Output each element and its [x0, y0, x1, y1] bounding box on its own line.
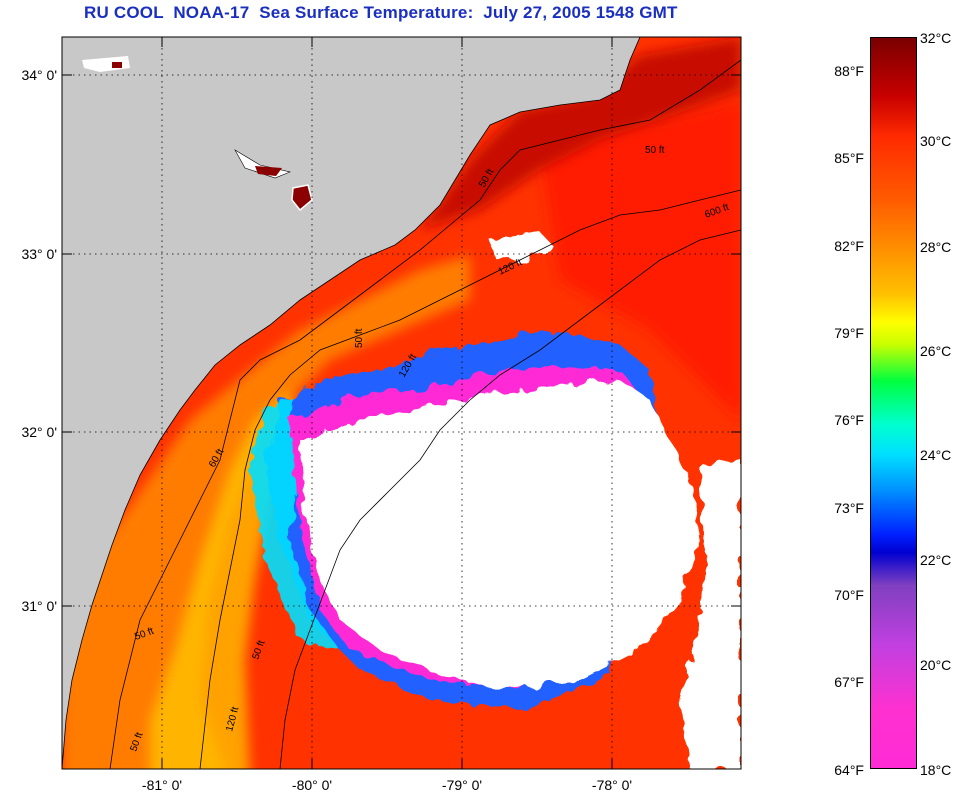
cool-ring-cyan [250, 395, 340, 650]
lat-label: 34° 0' [21, 67, 57, 83]
lon-label: -79° 0' [442, 777, 482, 793]
cloud-east [680, 460, 741, 769]
temperature-colorbar [870, 37, 917, 769]
depth-contours [109, 59, 741, 769]
celsius-label: 26°C [920, 343, 952, 359]
fahrenheit-label: 82°F [834, 238, 864, 254]
celsius-label: 20°C [920, 657, 952, 673]
axis-ticks [62, 37, 741, 769]
fahrenheit-label: 73°F [834, 500, 864, 516]
fahrenheit-label: 85°F [834, 150, 864, 166]
fahrenheit-label: 79°F [834, 325, 864, 341]
celsius-label: 24°C [920, 447, 952, 463]
fahrenheit-label: 64°F [834, 762, 864, 778]
cloud-patch [490, 232, 555, 262]
fahrenheit-label: 70°F [834, 587, 864, 603]
nearshore-band [62, 255, 470, 769]
graticule [62, 37, 741, 769]
lon-labels: -81° 0' -80° 0' -79° 0' -78° 0' [142, 777, 632, 793]
map-frame [61, 36, 742, 770]
cloud-mask [300, 380, 700, 690]
celsius-label: 30°C [920, 133, 952, 149]
lat-label: 32° 0' [21, 424, 57, 440]
celsius-label: 22°C [920, 552, 952, 568]
fahrenheit-label: 76°F [834, 412, 864, 428]
lon-label: -81° 0' [142, 777, 182, 793]
lake-5 [112, 62, 122, 68]
celsius-label: 18°C [920, 762, 952, 778]
offshore-red [540, 100, 741, 420]
contour-label: 50 ft [354, 328, 365, 348]
map-image: 50 ft 50 ft 600 ft 120 ft 50 ft 120 ft 6… [62, 37, 741, 769]
coastal-hot [420, 37, 741, 230]
lake-2 [255, 166, 282, 176]
chart-title: RU COOL NOAA-17 Sea Surface Temperature:… [84, 3, 678, 22]
lon-label: -80° 0' [292, 777, 332, 793]
lon-label: -78° 0' [592, 777, 632, 793]
lat-labels: 34° 0' 33° 0' 32° 0' 31° 0' [21, 67, 57, 614]
celsius-label: 28°C [920, 239, 952, 255]
land [62, 37, 641, 769]
fahrenheit-label: 88°F [834, 63, 864, 79]
lat-label: 33° 0' [21, 246, 57, 262]
fahrenheit-label: 67°F [834, 674, 864, 690]
celsius-label: 32°C [920, 30, 952, 46]
lake-3 [291, 184, 313, 212]
contour-label: 50 ft [645, 145, 665, 156]
lat-label: 31° 0' [21, 598, 57, 614]
